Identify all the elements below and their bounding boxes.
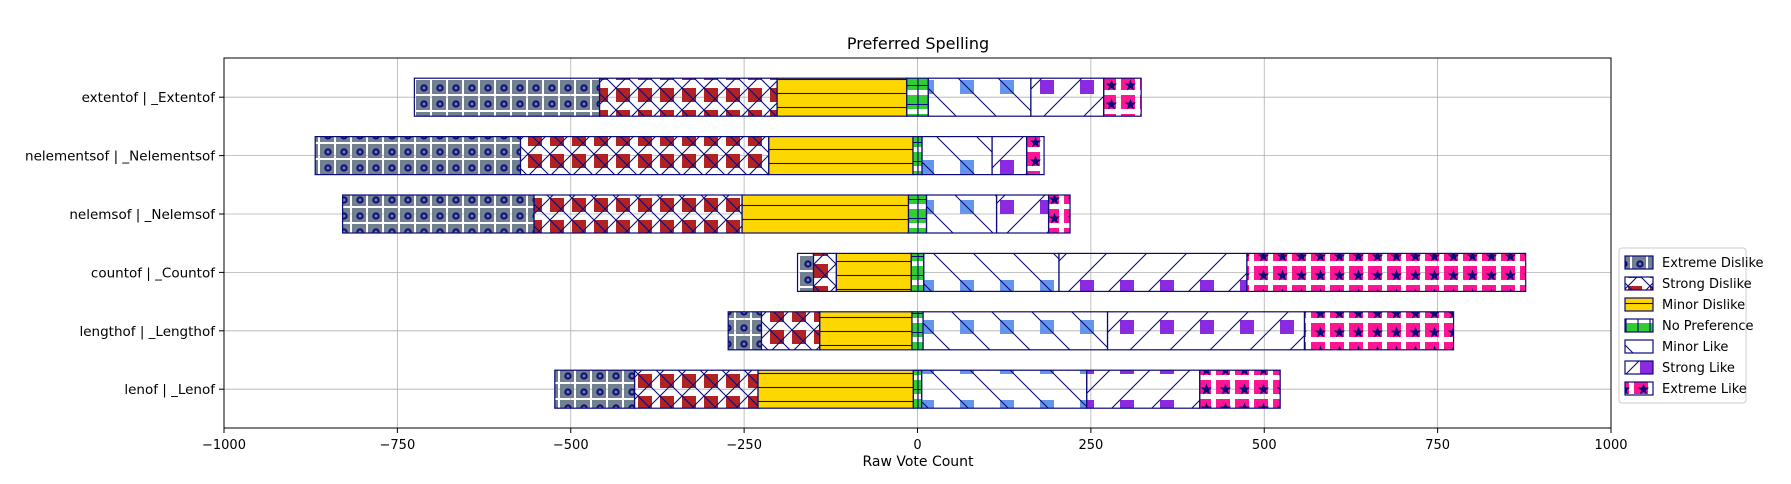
legend-swatch bbox=[1624, 339, 1654, 354]
y-tick-label: lengthof | _Lengthof bbox=[79, 324, 216, 340]
x-tick-label: −1000 bbox=[202, 438, 246, 453]
chart-title: Preferred Spelling bbox=[847, 34, 989, 53]
x-tick-label: 1000 bbox=[1594, 438, 1627, 453]
bar-extreme-like bbox=[1246, 252, 1527, 292]
legend: Extreme Dislike Strong Dislike Minor Disli… bbox=[1618, 247, 1764, 404]
bar-extreme-like bbox=[1303, 311, 1455, 351]
bar-no-preference bbox=[907, 194, 928, 234]
bar-strong-like bbox=[995, 194, 1050, 234]
bar-no-preference bbox=[910, 252, 925, 292]
y-tick-label: extentof | _Extentof bbox=[82, 90, 217, 106]
bar-extreme-dislike bbox=[554, 369, 636, 409]
bar-strong-like bbox=[991, 136, 1028, 176]
x-tick-label: −250 bbox=[726, 438, 762, 453]
x-tick-label: −500 bbox=[553, 438, 589, 453]
bar-minor-dislike bbox=[741, 194, 910, 234]
legend-swatch bbox=[1624, 255, 1654, 270]
y-tick-label: lenof | _Lenof bbox=[124, 382, 216, 398]
bar-minor-dislike bbox=[776, 77, 908, 117]
legend-swatch bbox=[1624, 276, 1654, 291]
bar-strong-dislike bbox=[633, 369, 759, 409]
bar-strong-dislike bbox=[519, 136, 770, 176]
legend-label: Strong Dislike bbox=[1662, 277, 1752, 292]
bar-strong-dislike bbox=[598, 77, 778, 117]
x-tick-label: 250 bbox=[1078, 438, 1103, 453]
bar-minor-dislike bbox=[835, 252, 912, 292]
bar-no-preference bbox=[911, 311, 924, 351]
legend-swatch bbox=[1624, 297, 1654, 312]
x-axis-ticks: −1000 −750 −500 −250 0 250 500 750 1000 bbox=[202, 428, 1628, 453]
bar-no-preference bbox=[906, 77, 929, 117]
legend-swatch bbox=[1624, 381, 1654, 396]
y-tick-label: nelemsof | _Nelemsof bbox=[69, 207, 216, 223]
bar-extreme-like bbox=[1199, 369, 1281, 409]
bar-extreme-dislike bbox=[413, 77, 601, 117]
bar-strong-like bbox=[1106, 311, 1306, 351]
bar-extreme-dislike bbox=[796, 252, 815, 292]
x-tick-label: 0 bbox=[913, 438, 921, 453]
legend-label: Minor Dislike bbox=[1662, 298, 1745, 313]
legend-label: Extreme Dislike bbox=[1662, 256, 1764, 271]
y-tick-label: nelementsof | _Nelementsof bbox=[25, 149, 216, 165]
bar-minor-dislike bbox=[768, 136, 914, 176]
bar-extreme-dislike bbox=[341, 194, 535, 234]
bars bbox=[314, 77, 1527, 409]
x-tick-label: 500 bbox=[1252, 438, 1277, 453]
bar-extreme-like bbox=[1026, 136, 1045, 176]
x-tick-label: −750 bbox=[380, 438, 416, 453]
x-axis-label: Raw Vote Count bbox=[862, 454, 974, 470]
bar-minor-like bbox=[921, 369, 1088, 409]
bar-extreme-dislike bbox=[727, 311, 763, 351]
bar-strong-dislike bbox=[533, 194, 743, 234]
bar-no-preference bbox=[912, 369, 923, 409]
bar-strong-like bbox=[1058, 252, 1248, 292]
legend-label: No Preference bbox=[1662, 319, 1754, 334]
bar-minor-like bbox=[921, 136, 993, 176]
y-axis-ticks: extentof | _Extentof nelementsof | _Nelem… bbox=[25, 90, 224, 398]
bar-minor-like bbox=[925, 194, 998, 234]
bar-minor-like bbox=[923, 252, 1060, 292]
legend-swatch bbox=[1624, 360, 1654, 375]
bar-extreme-dislike bbox=[314, 136, 522, 176]
legend-label: Extreme Like bbox=[1662, 382, 1747, 397]
bar-strong-dislike bbox=[812, 252, 837, 292]
bar-minor-like bbox=[922, 311, 1109, 351]
bar-minor-dislike bbox=[757, 369, 914, 409]
bar-minor-dislike bbox=[819, 311, 913, 351]
legend-swatch bbox=[1624, 318, 1654, 333]
bar-minor-like bbox=[927, 77, 1032, 117]
bar-extreme-like bbox=[1047, 194, 1071, 234]
bar-strong-like bbox=[1086, 369, 1201, 409]
bar-extreme-like bbox=[1103, 77, 1142, 117]
bar-strong-dislike bbox=[760, 311, 821, 351]
bar-strong-like bbox=[1030, 77, 1105, 117]
legend-label: Minor Like bbox=[1662, 340, 1728, 355]
bar-no-preference bbox=[912, 136, 923, 176]
y-tick-label: countof | _Countof bbox=[91, 265, 216, 281]
legend-label: Strong Like bbox=[1662, 361, 1735, 376]
x-tick-label: 750 bbox=[1425, 438, 1450, 453]
